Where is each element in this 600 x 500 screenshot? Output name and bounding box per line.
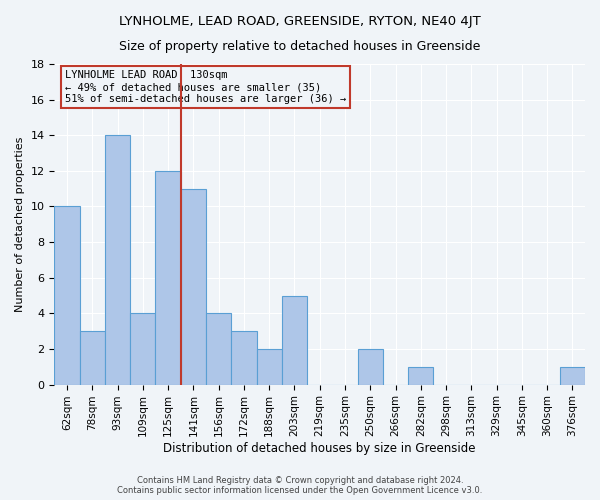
Bar <box>206 314 231 384</box>
Text: Size of property relative to detached houses in Greenside: Size of property relative to detached ho… <box>119 40 481 53</box>
Bar <box>231 331 257 384</box>
Bar <box>408 367 433 384</box>
Bar <box>130 314 155 384</box>
X-axis label: Distribution of detached houses by size in Greenside: Distribution of detached houses by size … <box>163 442 476 455</box>
Bar <box>105 135 130 384</box>
Bar <box>155 171 181 384</box>
Bar <box>80 331 105 384</box>
Bar <box>257 349 282 384</box>
Y-axis label: Number of detached properties: Number of detached properties <box>15 136 25 312</box>
Bar <box>560 367 585 384</box>
Text: Contains HM Land Registry data © Crown copyright and database right 2024.
Contai: Contains HM Land Registry data © Crown c… <box>118 476 482 495</box>
Bar <box>282 296 307 384</box>
Bar <box>358 349 383 384</box>
Text: LYNHOLME, LEAD ROAD, GREENSIDE, RYTON, NE40 4JT: LYNHOLME, LEAD ROAD, GREENSIDE, RYTON, N… <box>119 15 481 28</box>
Bar <box>55 206 80 384</box>
Bar <box>181 188 206 384</box>
Text: LYNHOLME LEAD ROAD: 130sqm
← 49% of detached houses are smaller (35)
51% of semi: LYNHOLME LEAD ROAD: 130sqm ← 49% of deta… <box>65 70 346 104</box>
